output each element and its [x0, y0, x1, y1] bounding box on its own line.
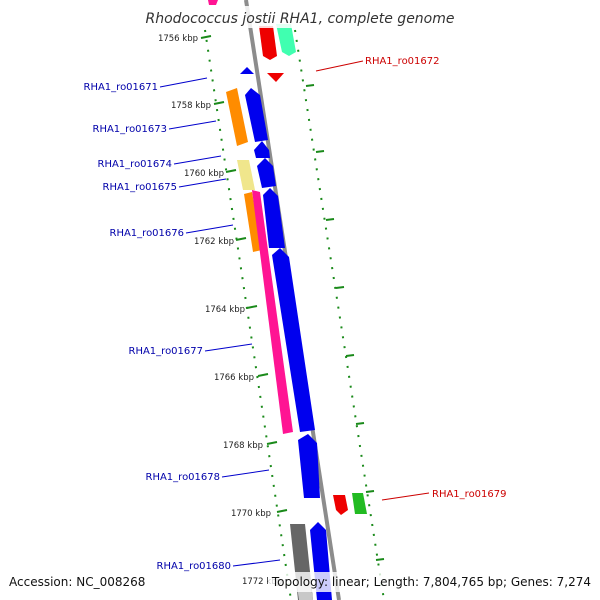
gene-blue-ro01678[interactable] [298, 434, 320, 498]
leader-line [159, 77, 208, 88]
left-dotted-track [204, 29, 292, 600]
kbp-tick-1768 [266, 441, 278, 445]
gene-aqua-top[interactable] [276, 24, 296, 56]
kbp-tick-1756 [200, 35, 212, 39]
gene-pink-top-clip[interactable] [208, 0, 218, 5]
right-dotted-track [294, 29, 385, 600]
kbp-label-1770: 1770 kbp [231, 509, 271, 519]
kbp-scale: 1756 kbp 1758 kbp 1760 kbp 1762 kbp 1764… [158, 34, 288, 587]
gene-blue-ro01676[interactable] [263, 188, 285, 248]
gene-red-ro01679[interactable] [333, 495, 348, 515]
leader-line [232, 559, 281, 567]
right-tick [335, 286, 345, 289]
gene-red-small[interactable] [267, 73, 284, 82]
kbp-tick-1766 [257, 373, 269, 377]
kbp-tick-1758 [213, 101, 225, 105]
right-tick [305, 84, 315, 87]
right-tick [315, 150, 325, 153]
gene-label-ro01674[interactable]: RHA1_ro01674 [98, 159, 173, 170]
right-gene-labels: RHA1_ro01672 RHA1_ro01679 [315, 56, 507, 501]
kbp-label-1762: 1762 kbp [194, 237, 234, 247]
accession-text: Accession: NC_008268 [9, 575, 145, 589]
right-tick [325, 218, 335, 221]
gene-khaki-ro01675[interactable] [237, 160, 255, 190]
gene-label-ro01675[interactable]: RHA1_ro01675 [103, 182, 178, 193]
left-gene-labels: RHA1_ro01671 RHA1_ro01673 RHA1_ro01674 R… [84, 77, 281, 572]
kbp-label-1764: 1764 kbp [205, 305, 245, 315]
gene-label-ro01677[interactable]: RHA1_ro01677 [129, 346, 204, 357]
leader-line [168, 120, 217, 130]
gene-label-ro01676[interactable]: RHA1_ro01676 [110, 228, 185, 239]
leader-line [173, 155, 222, 165]
kbp-label-1772: 1772 kbp [242, 577, 282, 587]
summary-text: Topology: linear; Length: 7,804,765 bp; … [271, 575, 591, 589]
footer-background-left [6, 572, 148, 592]
footer-background-right [268, 572, 594, 592]
title-background [146, 6, 454, 28]
right-tick [375, 558, 385, 561]
gene-label-ro01678[interactable]: RHA1_ro01678 [146, 472, 221, 483]
gene-blue-ro01677[interactable] [272, 248, 315, 432]
leader-line [204, 343, 253, 352]
gene-blue-ro01675[interactable] [257, 158, 276, 188]
gene-blue-ro01674[interactable] [254, 141, 270, 158]
leader-line [178, 178, 227, 188]
page-title: Rhodococcus jostii RHA1, complete genome [145, 11, 454, 27]
kbp-label-1760: 1760 kbp [184, 169, 224, 179]
gene-label-ro01673[interactable]: RHA1_ro01673 [93, 124, 168, 135]
gene-green-ro01679[interactable] [352, 493, 367, 514]
gene-blue-small[interactable] [240, 67, 254, 74]
gene-label-ro01671[interactable]: RHA1_ro01671 [84, 82, 159, 93]
kbp-label-1758: 1758 kbp [171, 101, 211, 111]
leader-line [185, 224, 234, 234]
leader-line [221, 469, 270, 478]
kbp-label-1756: 1756 kbp [158, 34, 198, 44]
kbp-label-1768: 1768 kbp [223, 441, 263, 451]
right-tick [345, 354, 355, 357]
gene-orange-ro01676[interactable] [244, 192, 262, 252]
gene-blue-ro01673[interactable] [245, 88, 268, 142]
leader-line [381, 492, 430, 501]
leader-line [315, 60, 364, 72]
gene-red-top[interactable] [259, 26, 277, 60]
kbp-label-1766: 1766 kbp [214, 373, 254, 383]
right-ticks [305, 84, 385, 561]
kbp-tick-1770 [276, 509, 288, 513]
kbp-tick-1762 [235, 237, 247, 241]
right-tick [355, 422, 365, 425]
right-tick [365, 490, 375, 493]
gene-pink-ro01677[interactable] [252, 190, 293, 434]
gene-label-ro01680[interactable]: RHA1_ro01680 [157, 561, 232, 572]
gene-orange-ro01673[interactable] [226, 88, 248, 146]
gene-label-ro01672[interactable]: RHA1_ro01672 [365, 56, 440, 67]
kbp-tick-1760 [225, 169, 237, 173]
gene-label-ro01679[interactable]: RHA1_ro01679 [432, 489, 507, 500]
kbp-tick-1764 [246, 305, 258, 309]
